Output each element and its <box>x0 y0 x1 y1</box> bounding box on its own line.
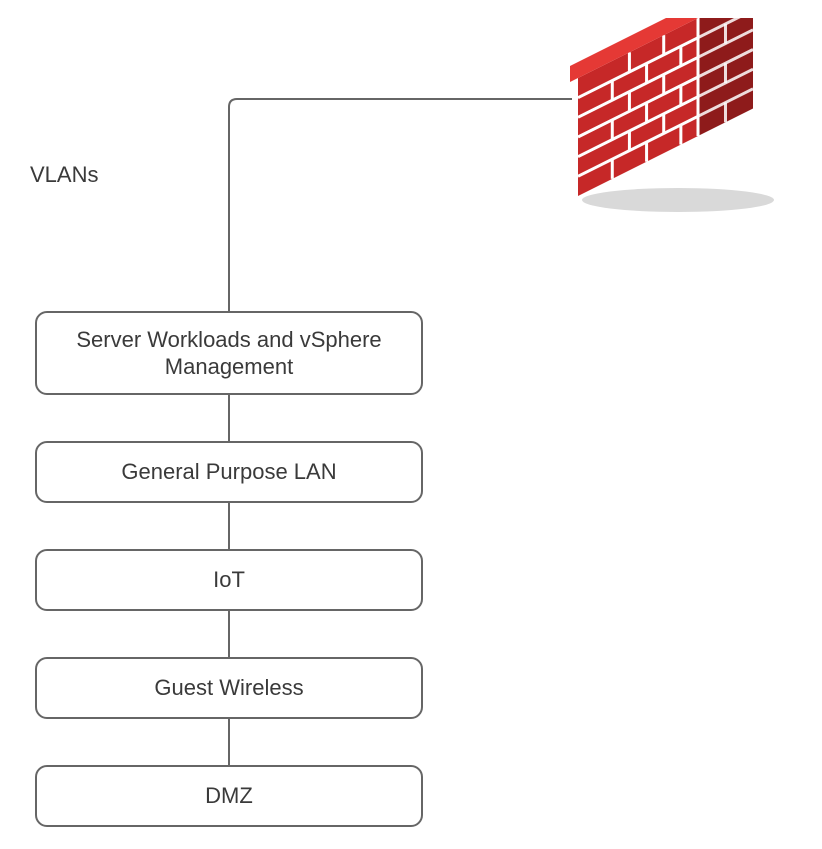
vlan-iot: IoT <box>35 549 423 611</box>
firewall-icon <box>560 18 780 213</box>
vlan-label: DMZ <box>205 782 253 810</box>
vlan-label: General Purpose LAN <box>121 458 336 486</box>
vlan-label: IoT <box>213 566 245 594</box>
vlan-guest-wireless: Guest Wireless <box>35 657 423 719</box>
vlan-label: Server Workloads and vSphere Management <box>45 326 413 381</box>
vlan-general-lan: General Purpose LAN <box>35 441 423 503</box>
section-label-vlans: VLANs <box>30 162 98 188</box>
vlan-dmz: DMZ <box>35 765 423 827</box>
vlan-label: Guest Wireless <box>154 674 303 702</box>
vlan-server-workloads: Server Workloads and vSphere Management <box>35 311 423 395</box>
